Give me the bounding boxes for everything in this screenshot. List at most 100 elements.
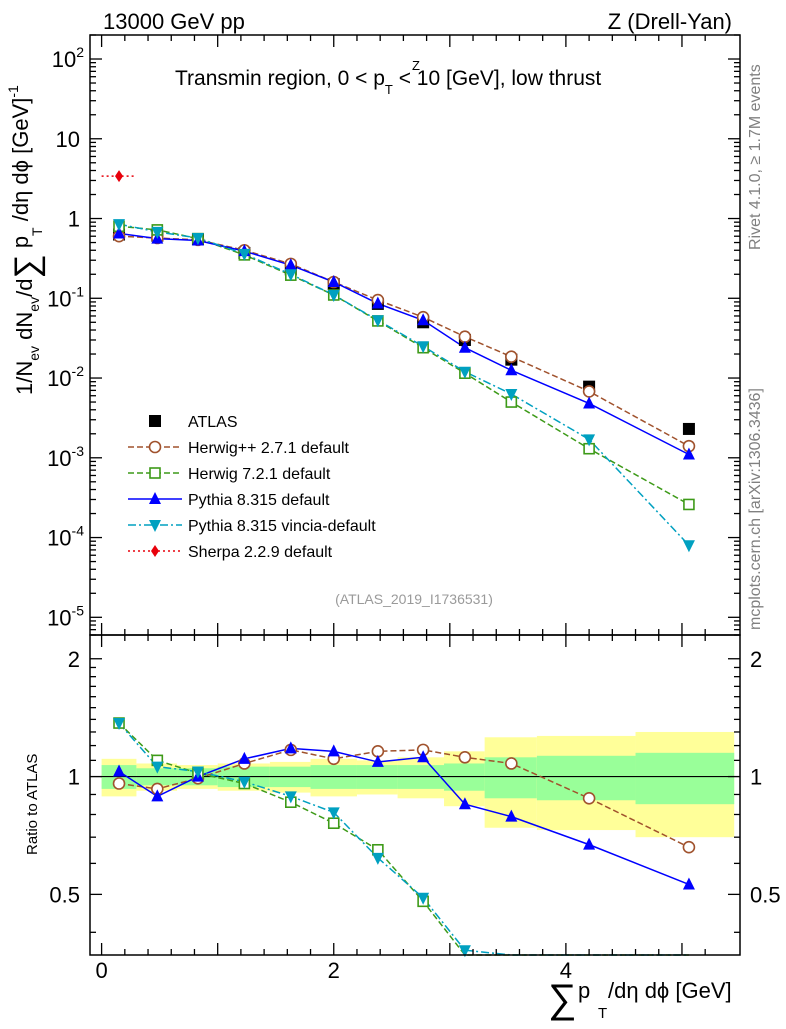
- marker-triangle-down: [113, 718, 126, 731]
- ratio-tick-label: 2: [68, 647, 80, 672]
- marker-triangle-up: [371, 754, 384, 767]
- y-axis-label: 1/Nev dNev/d∑ pT /dη dϕ [GeV]-1: [5, 85, 46, 395]
- legend-label: Pythia 8.315 vincia-default: [188, 518, 376, 535]
- marker-triangle-up: [417, 313, 430, 326]
- svg-text:T: T: [598, 1005, 607, 1022]
- marker-triangle-up: [583, 837, 596, 850]
- marker-triangle-down: [371, 852, 384, 865]
- marker-triangle-down: [191, 232, 204, 245]
- marker-open-circle: [582, 791, 596, 805]
- marker-open-square: [327, 817, 340, 830]
- y-tick-label: 10-1: [47, 283, 84, 311]
- ratio-tick-label: 1: [68, 765, 80, 790]
- marker-triangle-down: [238, 776, 251, 789]
- marker-triangle-down: [327, 289, 340, 302]
- marker-diamond: [151, 545, 159, 557]
- y-tick-label: 1: [68, 207, 80, 232]
- marker-open-square: [683, 498, 695, 511]
- svg-text:/dη dϕ [GeV]: /dη dϕ [GeV]: [608, 978, 732, 1003]
- marker-triangle-down: [149, 520, 161, 532]
- marker-triangle-up: [149, 492, 161, 504]
- series-ratio-line: [118, 747, 690, 886]
- y-tick-label: 10-2: [47, 363, 84, 391]
- marker-triangle-down: [371, 315, 384, 328]
- marker-triangle-up: [505, 363, 518, 376]
- marker-triangle-up: [682, 447, 695, 460]
- marker-triangle-down: [458, 366, 471, 379]
- header-right: Z (Drell-Yan): [608, 9, 732, 34]
- marker-triangle-up: [284, 258, 297, 271]
- ratio-tick-label: 0.5: [49, 882, 80, 907]
- legend-label: Herwig 7.2.1 default: [188, 466, 331, 483]
- marker-open-square: [149, 467, 161, 479]
- series-line: [118, 225, 690, 506]
- marker-triangle-up: [151, 789, 164, 802]
- marker-open-circle: [582, 385, 596, 398]
- svg-text:1/Nev dNev/d∑ pT /dη dϕ [GeV]: 1/Nev dNev/d∑ pT /dη dϕ [GeV]-1: [5, 85, 46, 395]
- svg-text:Z: Z: [412, 58, 420, 73]
- y-tick-label: 10-3: [47, 443, 84, 471]
- y-tick-label: 10-5: [47, 602, 84, 630]
- ratio-tick-label-right: 0.5: [750, 882, 781, 907]
- marker-triangle-up: [417, 750, 430, 763]
- ratio-tick-label-right: 1: [750, 765, 762, 790]
- marker-triangle-down: [238, 248, 251, 261]
- svg-text:Transmin region, 0 < pT < 10 [: Transmin region, 0 < pT < 10 [GeV], low …: [175, 67, 601, 97]
- x-tick-label: 0: [95, 958, 107, 983]
- series-markers: [112, 170, 696, 958]
- marker-triangle-up: [371, 296, 384, 309]
- marker-open-circle: [458, 751, 472, 764]
- marker-triangle-down: [417, 341, 430, 354]
- ratio-bands: [90, 731, 740, 838]
- y-tick-label: 102: [52, 44, 84, 72]
- marker-open-circle: [148, 440, 162, 454]
- marker-open-circle: [505, 757, 518, 770]
- marker-triangle-up: [238, 751, 251, 764]
- legend-label: Pythia 8.315 default: [188, 492, 330, 509]
- watermark: (ATLAS_2019_I1736531): [335, 591, 493, 607]
- legend-label: Sherpa 2.2.9 default: [188, 544, 333, 561]
- marker-diamond: [115, 170, 124, 183]
- ratio-y-label: Ratio to ATLAS: [24, 754, 41, 855]
- ratio-tick-label-right: 2: [750, 647, 762, 672]
- marker-triangle-up: [327, 274, 340, 287]
- y-tick-label: 10-4: [47, 523, 84, 551]
- marker-square: [149, 415, 161, 427]
- marker-triangle-down: [191, 766, 204, 779]
- x-axis-label: ∑ p T /dη dϕ [GeV]: [548, 977, 732, 1022]
- legend: ATLAS Herwig++ 2.7.1 default Herwig 7.2.1 …: [128, 414, 376, 561]
- marker-open-circle: [682, 840, 696, 854]
- series-lines: [101, 175, 690, 956]
- marker-open-circle: [505, 350, 518, 364]
- marker-triangle-up: [458, 340, 471, 353]
- marker-triangle-up: [284, 741, 297, 754]
- svg-text:p: p: [578, 978, 590, 1003]
- marker-triangle-up: [505, 809, 518, 822]
- marker-triangle-down: [284, 269, 297, 282]
- marker-triangle-up: [458, 797, 471, 810]
- band-green: [635, 752, 735, 805]
- marker-triangle-down: [682, 540, 695, 553]
- marker-triangle-up: [682, 877, 695, 890]
- marker-open-circle: [112, 777, 126, 790]
- marker-triangle-down: [113, 219, 126, 232]
- marker-triangle-down: [284, 791, 297, 804]
- marker-triangle-up: [327, 744, 340, 757]
- legend-label: ATLAS: [188, 414, 238, 431]
- marker-triangle-down: [458, 945, 471, 958]
- legend-label: Herwig++ 2.7.1 default: [188, 440, 350, 457]
- marker-square: [682, 422, 695, 435]
- marker-triangle-down: [583, 434, 596, 447]
- series-line: [118, 232, 690, 456]
- y-tick-label: 10: [56, 127, 80, 152]
- marker-triangle-down: [505, 389, 518, 402]
- x-tick-label: 2: [328, 958, 340, 983]
- marker-triangle-down: [417, 892, 430, 905]
- marker-triangle-up: [113, 226, 126, 239]
- header-left: 13000 GeV pp: [103, 9, 245, 34]
- x-tick-label: 4: [560, 958, 572, 983]
- marker-triangle-down: [327, 807, 340, 820]
- marker-open-circle: [458, 330, 472, 343]
- marker-triangle-down: [151, 226, 164, 239]
